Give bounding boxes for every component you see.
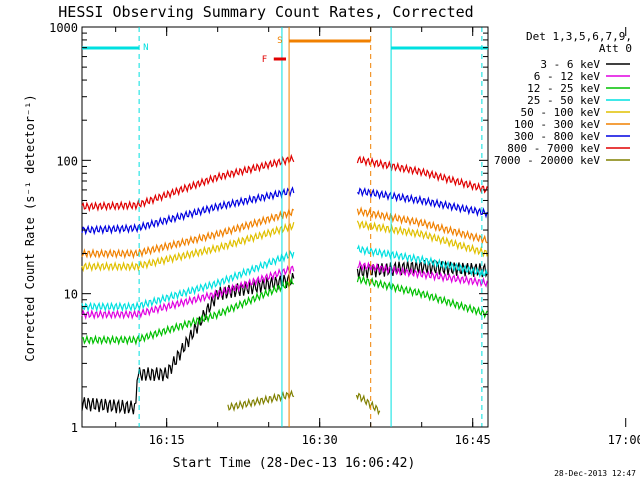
legend-entry-label: 25 - 50 keV: [527, 94, 600, 107]
legend-entry-label: 12 - 25 keV: [527, 82, 600, 95]
plot-frame: [81, 26, 489, 428]
x-tick-label: 16:30: [302, 433, 338, 447]
legend-entry-label: 6 - 12 keV: [534, 70, 601, 83]
timestamp: 28-Dec-2013 12:47: [554, 469, 636, 478]
x-tick-label: 16:15: [149, 433, 185, 447]
legend-header-line-2: Att 0: [599, 42, 632, 55]
legend-entry-label: 300 - 800 keV: [514, 130, 600, 143]
saa-flag-label: S: [277, 36, 282, 46]
series-line: [81, 274, 488, 346]
night-flag-label: N: [143, 43, 148, 53]
chart-title: HESSI Observing Summary Count Rates, Cor…: [58, 3, 473, 21]
series-path: [81, 186, 488, 236]
y-tick-label: 1: [71, 421, 78, 435]
legend-entry-label: 3 - 6 keV: [540, 58, 600, 71]
x-tick-label: 16:45: [455, 433, 491, 447]
x-tick-label: 17:00: [608, 433, 640, 447]
series-path: [81, 206, 488, 260]
plot-area: [81, 26, 489, 428]
legend-entry-label: 7000 - 20000 keV: [494, 154, 600, 167]
series-path: [81, 244, 488, 313]
series-path: [81, 219, 488, 273]
series-path: [81, 153, 488, 213]
flag-layer: N SF: [82, 27, 488, 427]
series-line: [81, 153, 488, 213]
legend-header-line-1: Det 1,3,5,6,7,9,: [526, 30, 632, 43]
series-layer: [81, 153, 488, 416]
series-line: [81, 219, 488, 273]
y-tick-label: 10: [64, 288, 78, 302]
x-axis-label: Start Time (28-Dec-13 16:06:42): [173, 456, 416, 471]
legend-entry-label: 800 - 7000 keV: [507, 142, 600, 155]
series-path: [81, 260, 488, 321]
legend-entry-label: 50 - 100 keV: [521, 106, 601, 119]
y-tick-label: 100: [56, 154, 78, 168]
legend-entry-label: 100 - 300 keV: [514, 118, 600, 131]
y-axis: 1 10 100 1000: [49, 21, 488, 435]
series-line: [81, 206, 488, 260]
series-line: [81, 186, 488, 236]
series-path: [227, 389, 381, 416]
series-line: [81, 260, 488, 321]
series-line: [227, 389, 381, 416]
y-tick-label: 1000: [49, 21, 78, 35]
series-line: [81, 244, 488, 313]
flare-flag-label: F: [262, 55, 267, 65]
y-axis-label: Corrected Count Rate (s⁻¹ detector⁻¹): [23, 94, 37, 361]
series-path: [81, 274, 488, 346]
